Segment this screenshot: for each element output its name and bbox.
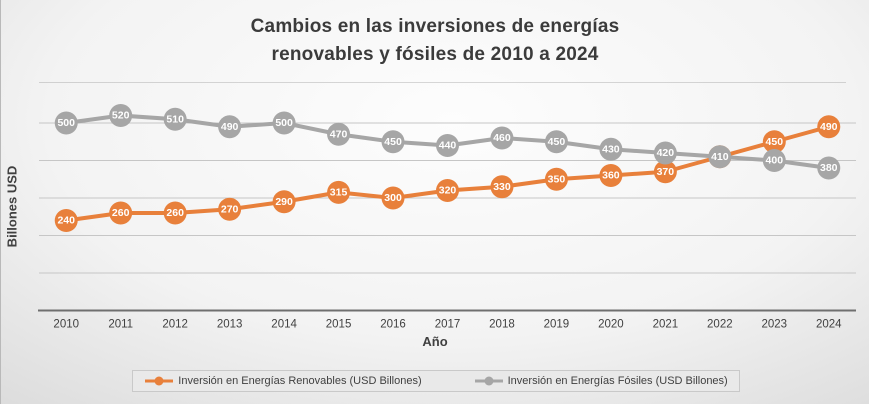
data-label-fosiles-2016: 450 xyxy=(384,136,402,148)
x-tick-label-2022: 2022 xyxy=(707,319,733,331)
chart-title: Cambios en las inversiones de energías r… xyxy=(1,13,869,68)
x-tick-label-2019: 2019 xyxy=(544,319,570,331)
data-label-renovables-2013: 270 xyxy=(221,203,239,215)
legend-marker-renovables-icon xyxy=(145,376,174,386)
legend-marker-fosiles-icon xyxy=(474,376,503,386)
title-divider xyxy=(39,82,846,83)
data-point-renovables-2015[interactable] xyxy=(327,180,351,204)
data-label-renovables-2012: 260 xyxy=(166,207,184,219)
data-point-fosiles-2013[interactable] xyxy=(218,115,242,139)
x-tick-label-2010: 2010 xyxy=(53,319,79,331)
data-point-fosiles-2019[interactable] xyxy=(544,130,568,154)
data-label-fosiles-2012: 510 xyxy=(166,113,184,125)
data-point-fosiles-2012[interactable] xyxy=(163,107,187,131)
data-label-fosiles-2014: 500 xyxy=(275,117,293,129)
data-point-fosiles-2018[interactable] xyxy=(490,126,514,150)
data-point-renovables-2014[interactable] xyxy=(272,190,296,214)
data-label-fosiles-2015: 470 xyxy=(330,128,348,140)
data-point-fosiles-2021[interactable] xyxy=(653,141,677,165)
x-tick-label-2023: 2023 xyxy=(762,319,788,331)
x-tick-label-2021: 2021 xyxy=(653,319,679,331)
legend-item-renovables[interactable]: Inversión en Energías Renovables (USD Bi… xyxy=(144,375,422,387)
data-point-fosiles-2020[interactable] xyxy=(599,137,623,161)
data-point-fosiles-2016[interactable] xyxy=(381,130,405,154)
chart-title-line1: Cambios en las inversiones de energías xyxy=(250,16,620,37)
data-point-fosiles-2010[interactable] xyxy=(54,111,78,135)
legend-item-fosiles[interactable]: Inversión en Energías Fósiles (USD Billo… xyxy=(474,375,728,387)
data-point-renovables-2024[interactable] xyxy=(817,115,841,139)
x-tick-label-2014: 2014 xyxy=(271,319,297,331)
data-point-renovables-2012[interactable] xyxy=(163,201,187,225)
data-label-renovables-2010: 240 xyxy=(57,215,75,227)
legend-label-renovables: Inversión en Energías Renovables (USD Bi… xyxy=(178,375,422,387)
x-tick-label-2017: 2017 xyxy=(435,319,461,331)
data-label-renovables-2024: 490 xyxy=(820,121,838,133)
data-point-renovables-2023[interactable] xyxy=(762,130,786,154)
data-label-renovables-2021: 370 xyxy=(657,166,675,178)
data-point-fosiles-2022[interactable] xyxy=(708,145,732,169)
data-label-renovables-2018: 330 xyxy=(493,181,511,193)
data-point-fosiles-2014[interactable] xyxy=(272,111,296,135)
data-label-fosiles-2024: 380 xyxy=(820,162,838,174)
x-tick-label-2011: 2011 xyxy=(108,319,133,331)
x-tick-label-2015: 2015 xyxy=(326,319,352,331)
data-label-renovables-2014: 290 xyxy=(275,196,293,208)
data-point-renovables-2020[interactable] xyxy=(599,164,623,187)
data-label-fosiles-2022: 410 xyxy=(711,151,729,163)
data-label-renovables-2023: 450 xyxy=(766,136,784,148)
data-label-renovables-2020: 360 xyxy=(602,170,620,182)
x-tick-label-2020: 2020 xyxy=(598,319,624,331)
data-label-fosiles-2013: 490 xyxy=(221,121,239,133)
data-label-renovables-2015: 315 xyxy=(330,186,348,198)
data-point-renovables-2017[interactable] xyxy=(436,179,459,202)
data-point-fosiles-2011[interactable] xyxy=(109,104,133,127)
data-point-renovables-2019[interactable] xyxy=(544,167,568,191)
x-tick-label-2018: 2018 xyxy=(489,319,515,331)
data-label-renovables-2019: 350 xyxy=(548,173,566,185)
legend-label-fosiles: Inversión en Energías Fósiles (USD Billo… xyxy=(507,375,728,387)
data-label-fosiles-2011: 520 xyxy=(112,110,130,122)
data-label-fosiles-2023: 400 xyxy=(766,155,784,167)
data-point-renovables-2011[interactable] xyxy=(109,201,133,225)
chart-title-line2: renovables y fósiles de 2010 a 2024 xyxy=(271,43,599,65)
x-tick-label-2016: 2016 xyxy=(380,319,406,331)
data-label-renovables-2016: 300 xyxy=(384,192,402,204)
data-point-renovables-2018[interactable] xyxy=(490,175,514,199)
legend: Inversión en Energías Renovables (USD Bi… xyxy=(132,370,740,392)
data-label-fosiles-2020: 430 xyxy=(602,143,620,155)
data-label-fosiles-2021: 420 xyxy=(657,147,675,159)
x-tick-label-2013: 2013 xyxy=(217,319,243,331)
data-point-fosiles-2017[interactable] xyxy=(436,134,459,157)
data-point-renovables-2013[interactable] xyxy=(218,197,242,221)
data-point-renovables-2010[interactable] xyxy=(54,209,78,232)
data-label-fosiles-2019: 450 xyxy=(548,136,566,148)
data-point-renovables-2021[interactable] xyxy=(653,160,677,184)
data-label-fosiles-2017: 440 xyxy=(439,140,457,152)
data-point-renovables-2016[interactable] xyxy=(381,186,405,210)
data-label-fosiles-2010: 500 xyxy=(57,117,75,129)
data-label-renovables-2017: 320 xyxy=(439,185,457,197)
x-axis-title: Año xyxy=(422,334,448,349)
data-label-renovables-2011: 260 xyxy=(112,207,130,219)
data-label-fosiles-2018: 460 xyxy=(493,132,511,144)
x-tick-label-2024: 2024 xyxy=(816,319,842,331)
data-point-fosiles-2015[interactable] xyxy=(327,122,351,146)
data-point-fosiles-2023[interactable] xyxy=(762,149,786,172)
x-tick-label-2012: 2012 xyxy=(162,319,188,331)
data-point-fosiles-2024[interactable] xyxy=(817,156,841,180)
